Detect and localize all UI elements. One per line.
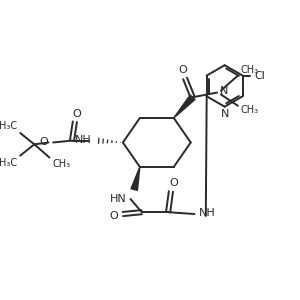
Text: O: O [179,65,188,75]
Text: CH₃: CH₃ [241,106,259,116]
Text: N: N [220,86,228,96]
Text: N: N [220,109,229,119]
Text: O: O [110,211,118,221]
Polygon shape [131,167,140,190]
Text: HN: HN [110,194,127,204]
Text: NH: NH [199,208,216,218]
Text: H₃C: H₃C [0,121,17,130]
Text: O: O [169,178,178,188]
Text: CH₃: CH₃ [241,65,259,75]
Text: Cl: Cl [254,70,265,81]
Text: NH: NH [75,135,92,145]
Text: O: O [40,136,49,146]
Polygon shape [174,95,195,118]
Text: CH₃: CH₃ [52,159,70,169]
Text: O: O [72,109,81,119]
Text: H₃C: H₃C [0,158,17,168]
